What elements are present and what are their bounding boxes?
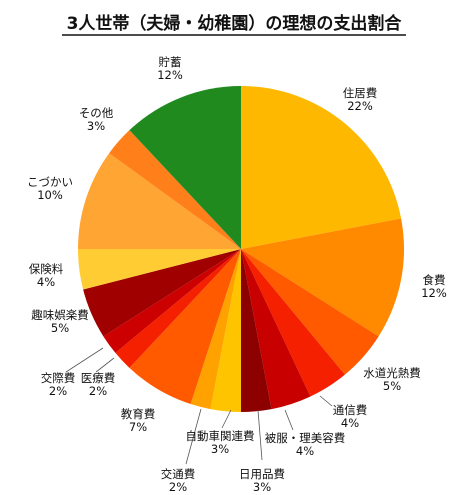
slice-label-2: 食費 [423,273,446,287]
pie-slice-12 [83,249,242,337]
pie-slice-1 [241,86,402,249]
leader-line-11 [65,347,104,373]
pie-slice-13 [78,249,241,290]
chart-title: 3人世帯（夫婦・幼稚園）の理想の支出割合 [67,13,403,34]
slice-value-13: 4% [37,275,55,289]
slice-value-9: 7% [129,420,147,434]
slice-value-3: 5% [383,379,401,393]
pie-slice-14 [78,153,241,249]
slice-label-15: その他 [79,106,114,120]
pie-slice-15 [109,130,241,249]
slice-value-10: 2% [89,384,107,398]
slice-label-9: 教育費 [121,407,156,421]
slice-value-5: 4% [296,444,314,458]
pie-slice-7 [210,249,241,412]
leader-line-8 [185,408,202,465]
pie-slice-9 [129,249,241,405]
slice-value-6: 3% [253,480,271,494]
slice-value-1: 22% [347,99,373,113]
leader-line-7 [221,409,232,429]
leader-line-10 [95,357,115,373]
pie-slice-5 [241,249,311,410]
slice-value-12: 5% [51,321,69,335]
slice-labels: 住居費22%食費12%水道光熱費5%通信費4%被服・理美容費4%日用品費3%自動… [27,55,447,494]
slice-value-4: 4% [341,416,359,430]
pie-slice-16 [129,86,241,249]
slice-label-8: 交通費 [161,467,196,481]
leader-line-6 [257,409,263,461]
slice-value-7: 3% [211,442,229,456]
slice-label-13: 保険料 [29,262,64,276]
slice-label-16: 貯蓄 [159,55,182,69]
slice-value-15: 3% [87,119,105,133]
slice-label-1: 住居費 [343,86,378,100]
slice-value-2: 12% [421,286,447,300]
slice-label-4: 通信費 [333,403,368,417]
slice-label-5: 被服・理美容費 [265,431,346,445]
slice-value-8: 2% [169,480,187,494]
leader-lines [65,347,333,465]
slice-label-10: 医療費 [81,371,116,385]
slice-label-12: 趣味娯楽費 [31,308,89,322]
slice-label-14: こづかい [27,175,73,189]
pie-slice-11 [103,249,242,353]
slice-value-16: 12% [157,68,183,82]
slice-label-11: 交際費 [41,371,76,385]
slice-label-6: 日用品費 [239,467,285,481]
pie-slice-2 [241,218,404,337]
pie-slice-6 [241,249,272,412]
pie-slice-10 [115,249,241,368]
leader-line-4 [319,395,333,407]
pie-slice-3 [241,249,379,375]
pie-slices [78,86,404,412]
slice-label-7: 自動車関連費 [186,429,255,443]
pie-slice-8 [190,249,241,410]
pie-slice-4 [241,249,345,397]
slice-value-11: 2% [49,384,67,398]
slice-value-14: 10% [37,188,63,202]
slice-label-3: 水道光熱費 [363,366,421,380]
leader-line-5 [284,409,294,431]
